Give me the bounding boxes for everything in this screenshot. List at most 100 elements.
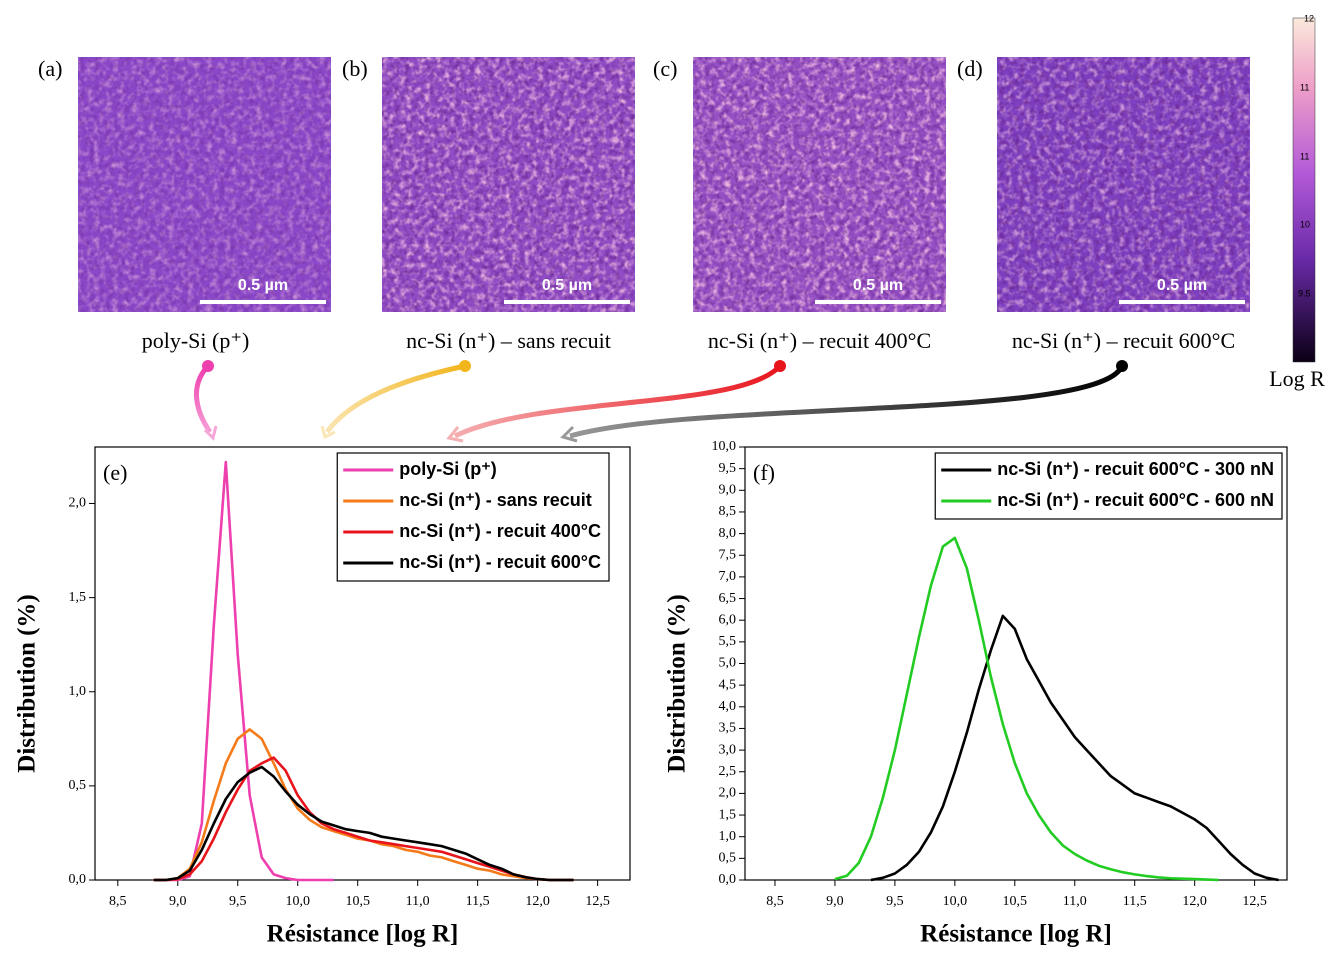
panel-label: (a)	[38, 56, 62, 81]
afm-texture	[382, 57, 635, 312]
arrow	[324, 363, 466, 434]
chart: 8,5 9,0 9,5 10,0 10,5 11,0 11,5 12,0 12,5 0,0 0,5 1…	[14, 446, 631, 948]
y-tick-label: 8,5	[719, 504, 737, 519]
y-tick-label: 7,5	[719, 547, 737, 562]
afm-texture	[693, 57, 946, 312]
y-tick-label: 2,0	[69, 496, 87, 511]
y-tick-label: 1,5	[719, 807, 737, 822]
image-caption: nc-Si (n⁺) – sans recuit	[406, 328, 611, 353]
panel-label: (d)	[957, 56, 983, 81]
x-tick-label: 9,0	[169, 894, 187, 909]
y-tick-label: 5,5	[719, 634, 737, 649]
data-line	[153, 756, 574, 882]
x-axis-title: Résistance [log R]	[267, 921, 459, 948]
x-tick-label: 9,0	[826, 894, 844, 909]
y-tick-label: 0,5	[69, 778, 87, 793]
x-tick-label: 10,0	[285, 894, 310, 909]
x-tick-label: 9,5	[886, 894, 904, 909]
y-tick-label: 1,0	[69, 684, 87, 699]
legend-label: nc-Si (n⁺) - recuit 400°C	[399, 521, 601, 541]
arrow-dot	[202, 360, 214, 372]
y-tick-label: 10,0	[712, 439, 737, 454]
panel-label: (f)	[753, 460, 775, 485]
arrow	[193, 364, 213, 434]
x-tick-label: 10,5	[345, 894, 370, 909]
y-tick-label: 9,5	[719, 461, 737, 476]
y-tick-label: 4,5	[719, 677, 737, 692]
legend-label: nc-Si (n⁺) - recuit 600°C - 300 nN	[997, 459, 1274, 479]
afm-texture	[997, 57, 1250, 312]
y-tick-label: 0,5	[719, 851, 737, 866]
afm-texture	[78, 57, 331, 312]
y-tick-label: 8,0	[719, 526, 737, 541]
y-tick-label: 4,0	[719, 699, 737, 714]
y-tick-label: 1,0	[719, 829, 737, 844]
colorbar-tick: 10	[1300, 219, 1310, 229]
arrows	[193, 360, 1128, 443]
x-tick-label: 12,5	[1242, 894, 1267, 909]
legend-box	[934, 452, 1283, 520]
arrow-dot	[459, 360, 471, 372]
arrow-dot	[1116, 360, 1128, 372]
scale-label: 0.5 µm	[1157, 277, 1207, 294]
data-line	[870, 614, 1279, 882]
colorbar-tick: 11	[1300, 151, 1309, 161]
colorbar: 12 11 11 10 9.5 Log R	[1269, 13, 1325, 391]
x-tick-label: 11,5	[1123, 894, 1147, 909]
arrowhead	[560, 425, 578, 443]
arrow	[453, 364, 782, 439]
scale-label: 0.5 µm	[542, 277, 592, 294]
y-tick-label: 3,5	[719, 721, 737, 736]
y-axis-title: Distribution (%)	[14, 594, 41, 772]
afm-images: (a) 0.5 µm poly-Si (p⁺) (b) 0.5 µm nc-Si (n⁺)…	[38, 56, 1250, 353]
colorbar-label: Log R	[1269, 366, 1325, 391]
arrowhead	[320, 425, 336, 440]
x-axis-title: Résistance [log R]	[920, 921, 1112, 948]
arrowhead	[203, 425, 218, 441]
image-caption: nc-Si (n⁺) – recuit 600°C	[1012, 328, 1235, 353]
x-tick-label: 11,0	[406, 894, 430, 909]
data-line	[153, 765, 574, 882]
y-axis-title: Distribution (%)	[664, 594, 691, 772]
y-tick-label: 2,0	[719, 786, 737, 801]
legend-label: nc-Si (n⁺) - recuit 600°C	[399, 552, 601, 572]
panel-label: (b)	[342, 56, 368, 81]
legend-box	[336, 452, 610, 582]
plot-frame	[94, 446, 631, 881]
image-caption: poly-Si (p⁺)	[142, 328, 250, 353]
legend-label: poly-Si (p⁺)	[399, 459, 497, 479]
y-tick-label: 5,0	[719, 656, 737, 671]
y-tick-label: 0,0	[719, 872, 737, 887]
y-tick-label: 9,0	[719, 483, 737, 498]
x-tick-label: 8,5	[109, 894, 127, 909]
x-tick-label: 10,5	[1003, 894, 1028, 909]
data-line	[153, 728, 574, 882]
panel-label: (e)	[103, 460, 127, 485]
x-tick-label: 11,5	[466, 894, 490, 909]
x-tick-label: 11,0	[1063, 894, 1087, 909]
x-tick-label: 9,5	[229, 894, 247, 909]
scale-label: 0.5 µm	[853, 277, 903, 294]
scale-label: 0.5 µm	[238, 277, 288, 294]
y-tick-label: 1,5	[69, 590, 87, 605]
y-tick-label: 7,0	[719, 569, 737, 584]
data-line	[834, 536, 1219, 882]
arrowhead	[446, 426, 464, 443]
panel-label: (c)	[653, 56, 677, 81]
x-tick-label: 12,5	[585, 894, 610, 909]
y-tick-label: 6,0	[719, 612, 737, 627]
legend-label: nc-Si (n⁺) - recuit 600°C - 600 nN	[997, 490, 1274, 510]
y-tick-label: 2,5	[719, 764, 737, 779]
arrow-dot	[774, 360, 786, 372]
legend-label: nc-Si (n⁺) - sans recuit	[399, 490, 592, 510]
x-tick-label: 12,0	[1182, 894, 1207, 909]
legend: poly-Si (p⁺) nc-Si (n⁺) - sans recuit nc-S…	[336, 452, 610, 582]
colorbar-tick: 11	[1300, 82, 1309, 92]
x-tick-label: 12,0	[525, 894, 550, 909]
y-tick-label: 6,5	[719, 591, 737, 606]
chart: 8,5 9,0 9,5 10,0 10,5 11,0 11,5 12,0 12,5 0,0 0,5 1…	[664, 439, 1288, 948]
image-caption: nc-Si (n⁺) – recuit 400°C	[708, 328, 931, 353]
arrow	[569, 364, 1125, 439]
